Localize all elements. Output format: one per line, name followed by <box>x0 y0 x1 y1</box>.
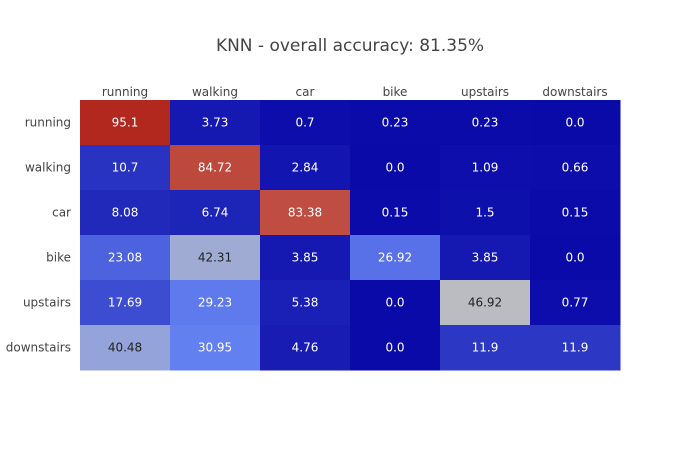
heatmap-cell <box>350 325 441 371</box>
x-tick-label: downstairs <box>542 85 607 99</box>
cell-value-label: 0.23 <box>382 116 409 130</box>
cell-value-label: 3.85 <box>292 251 319 265</box>
cell-value-label: 8.08 <box>112 206 139 220</box>
heatmap-cell <box>80 235 171 281</box>
cell-value-label: 10.7 <box>112 161 139 175</box>
cell-value-label: 84.72 <box>198 161 232 175</box>
heatmap-cell <box>530 280 621 326</box>
cell-value-label: 4.76 <box>292 341 319 355</box>
y-tick-label: running <box>25 116 71 130</box>
cell-value-label: 11.9 <box>562 341 589 355</box>
cell-value-label: 1.5 <box>475 206 494 220</box>
x-tick-label: upstairs <box>461 85 509 99</box>
heatmap-cell <box>170 145 261 191</box>
heatmap-cell <box>80 145 171 191</box>
cell-value-label: 11.9 <box>472 341 499 355</box>
heatmap-cells <box>80 100 621 371</box>
heatmap-cell <box>260 235 351 281</box>
y-tick-label: car <box>52 206 71 220</box>
heatmap-cell <box>530 190 621 236</box>
heatmap-cell <box>260 100 351 146</box>
cell-value-label: 0.66 <box>562 161 589 175</box>
cell-value-label: 0.15 <box>562 206 589 220</box>
heatmap-cell <box>530 100 621 146</box>
heatmap-cell <box>260 325 351 371</box>
cell-value-label: 0.0 <box>565 116 584 130</box>
heatmap-cell <box>350 235 441 281</box>
cell-value-label: 0.0 <box>385 161 404 175</box>
cell-value-label: 3.85 <box>472 251 499 265</box>
cell-value-label: 0.15 <box>382 206 409 220</box>
heatmap-cell <box>350 100 441 146</box>
heatmap-cell <box>530 145 621 191</box>
heatmap-cell <box>80 100 171 146</box>
cell-value-label: 3.73 <box>202 116 229 130</box>
x-tick-label: walking <box>192 85 238 99</box>
cell-value-label: 29.23 <box>198 296 232 310</box>
y-axis-ticks: running walking car bike upstairs downstairs <box>6 116 71 355</box>
heatmap-cell <box>440 145 531 191</box>
heatmap-cell <box>260 145 351 191</box>
heatmap-cell-labels: 95.1 3.73 0.7 0.23 0.23 0.0 10.7 84.72 2.84 0.0 1.… <box>108 116 589 355</box>
cell-value-label: 1.09 <box>472 161 499 175</box>
y-tick-label: bike <box>46 251 71 265</box>
heatmap-cell <box>440 100 531 146</box>
x-tick-label: running <box>102 85 148 99</box>
heatmap-cell <box>170 235 261 281</box>
heatmap-cell <box>440 325 531 371</box>
cell-value-label: 0.23 <box>472 116 499 130</box>
cell-value-label: 30.95 <box>198 341 232 355</box>
heatmap-cell <box>80 190 171 236</box>
heatmap-cell <box>260 280 351 326</box>
cell-value-label: 6.74 <box>202 206 229 220</box>
heatmap-cell <box>80 325 171 371</box>
heatmap-cell <box>170 280 261 326</box>
heatmap-cell <box>170 100 261 146</box>
cell-value-label: 0.0 <box>565 251 584 265</box>
y-tick-label: walking <box>25 161 71 175</box>
cell-value-label: 0.0 <box>385 341 404 355</box>
cell-value-label: 5.38 <box>292 296 319 310</box>
heatmap-cell <box>440 190 531 236</box>
cell-value-label: 17.69 <box>108 296 142 310</box>
cell-value-label: 83.38 <box>288 206 322 220</box>
cell-value-label: 95.1 <box>112 116 139 130</box>
x-tick-label: car <box>296 85 315 99</box>
heatmap-cell <box>170 325 261 371</box>
heatmap-cell <box>80 280 171 326</box>
cell-value-label: 42.31 <box>198 251 232 265</box>
cell-value-label: 0.77 <box>562 296 589 310</box>
y-tick-label: upstairs <box>23 296 71 310</box>
cell-value-label: 26.92 <box>378 251 412 265</box>
heatmap-cell <box>440 280 531 326</box>
cell-value-label: 0.7 <box>295 116 314 130</box>
heatmap-cell <box>530 325 621 371</box>
heatmap-cell <box>350 280 441 326</box>
heatmap-cell <box>350 190 441 236</box>
heatmap-cell <box>530 235 621 281</box>
y-tick-label: downstairs <box>6 341 71 355</box>
heatmap-cell <box>440 235 531 281</box>
cell-value-label: 40.48 <box>108 341 142 355</box>
heatmap-cell <box>170 190 261 236</box>
x-tick-label: bike <box>383 85 408 99</box>
cell-value-label: 46.92 <box>468 296 502 310</box>
cell-value-label: 23.08 <box>108 251 142 265</box>
cell-value-label: 0.0 <box>385 296 404 310</box>
x-axis-ticks: running walking car bike upstairs downstairs <box>102 85 608 99</box>
cell-value-label: 2.84 <box>292 161 319 175</box>
heatmap-cell <box>260 190 351 236</box>
heatmap-cell <box>350 145 441 191</box>
chart-title: KNN - overall accuracy: 81.35% <box>216 36 484 56</box>
